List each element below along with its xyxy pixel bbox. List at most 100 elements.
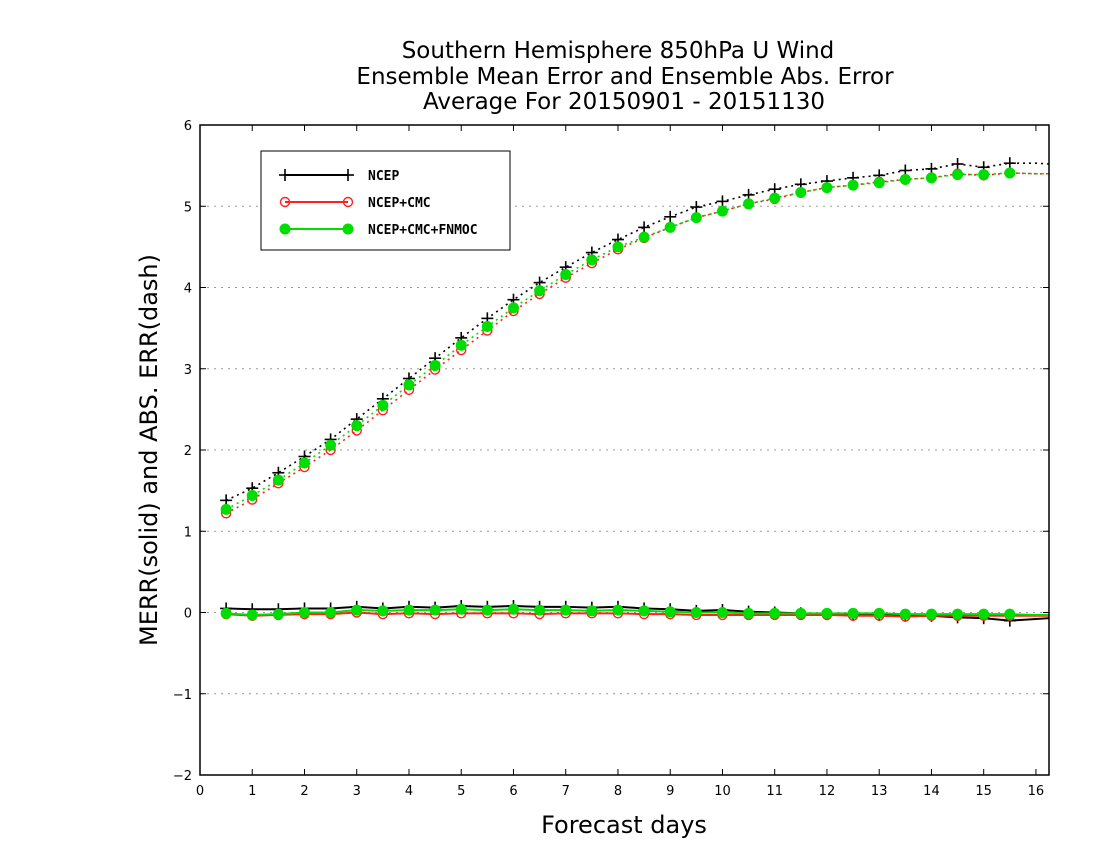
abs-error-point <box>638 221 651 234</box>
legend-marker <box>342 169 354 181</box>
abs-error-point <box>534 285 546 297</box>
abs-error-line <box>225 162 1050 502</box>
mean-error-point <box>246 609 258 621</box>
mean-error-point <box>481 604 493 616</box>
x-tick-label: 9 <box>666 784 674 799</box>
abs-error-point <box>795 186 807 198</box>
y-tick-label: 4 <box>184 282 192 297</box>
mean-error-point <box>769 607 781 619</box>
abs-error-point <box>743 198 755 210</box>
abs-error-point <box>507 302 519 314</box>
mean-error-point <box>952 608 964 620</box>
legend-marker <box>279 223 291 235</box>
mean-error-point <box>560 604 572 616</box>
abs-error-point <box>821 182 833 194</box>
mean-error-point <box>325 607 337 618</box>
abs-error-point <box>873 177 885 189</box>
mean-error-point <box>377 605 389 617</box>
abs-error-point <box>690 212 702 224</box>
mean-error-point <box>272 608 284 620</box>
legend-box <box>260 150 511 251</box>
abs-error-line <box>225 172 1049 511</box>
mean-error-point <box>899 608 911 620</box>
x-tick-label: 4 <box>405 784 413 799</box>
title-line-2: Ensemble Mean Error and Ensemble Abs. Er… <box>356 64 894 90</box>
mean-error-point <box>403 604 415 616</box>
legend-item-3: NCEP+CMC+FNMOC <box>279 223 478 238</box>
x-axis: 0 1 2 3 4 5 6 7 8 9 10 11 12 13 14 15 16 <box>196 125 1044 799</box>
abs-error-point <box>638 231 650 243</box>
y-tick-label: 1 <box>184 525 192 540</box>
legend-label: NCEP <box>368 169 399 184</box>
x-tick-label: 5 <box>457 784 465 799</box>
x-axis-title: Forecast days <box>541 811 707 839</box>
x-tick-label: 12 <box>819 784 836 799</box>
y-tick-label: −2 <box>173 769 192 784</box>
mean-error-point <box>743 607 755 619</box>
abs-error-point <box>690 201 703 214</box>
mean-error-point <box>873 607 885 619</box>
y-tick-label: 2 <box>184 444 192 459</box>
abs-error-point <box>899 173 911 185</box>
legend-marker <box>342 196 354 208</box>
mean-error-point <box>821 607 833 619</box>
abs-error-point <box>429 360 441 371</box>
x-tick-label: 3 <box>353 784 361 799</box>
mean-error-point <box>795 607 807 619</box>
abs-error-point <box>664 210 677 223</box>
x-tick-label: 6 <box>509 784 517 799</box>
legend: NCEP NCEP+CMC NCEP+CMC+FNMOC <box>260 150 511 251</box>
abs-error-point <box>612 241 624 253</box>
mean-error-point <box>978 608 990 620</box>
mean-error-point <box>298 607 310 618</box>
abs-error-point <box>455 339 467 351</box>
mean-error-point <box>612 604 624 616</box>
abs-error-point <box>664 221 676 233</box>
y-tick-label: 3 <box>184 363 192 378</box>
mean-error-point <box>638 605 650 617</box>
mean-error-point <box>429 604 441 616</box>
abs-error-point <box>716 205 728 217</box>
abs-error-point <box>978 169 990 181</box>
legend-item-1: NCEP <box>279 169 399 184</box>
abs-error-point <box>351 420 363 432</box>
x-tick-label: 11 <box>766 784 783 799</box>
abs-error-point <box>716 195 729 208</box>
abs-error-point <box>377 399 389 411</box>
mean-error-point <box>586 605 598 617</box>
abs-error-point <box>925 172 937 184</box>
mean-error-point <box>847 607 859 619</box>
abs-error-point <box>246 490 258 501</box>
x-tick-label: 13 <box>871 784 888 799</box>
y-tick-label: 0 <box>184 607 192 622</box>
abs-error-point <box>1004 167 1016 179</box>
abs-error-point <box>298 457 310 469</box>
title-line-1: Southern Hemisphere 850hPa U Wind <box>402 38 835 64</box>
x-tick-label: 1 <box>248 784 256 799</box>
abs-error-point <box>560 269 572 280</box>
mean-error-point <box>455 603 467 615</box>
abs-error-point <box>951 158 964 170</box>
x-tick-label: 15 <box>975 784 992 799</box>
x-tick-label: 2 <box>300 784 308 799</box>
abs-error-point <box>325 439 337 451</box>
mean-error-point <box>507 603 519 615</box>
legend-label: NCEP+CMC+FNMOC <box>368 223 478 238</box>
legend-marker <box>342 223 354 235</box>
abs-error-point <box>481 321 493 332</box>
x-tick-label: 14 <box>923 784 940 799</box>
series-lines <box>220 157 1050 627</box>
x-tick-label: 0 <box>196 784 204 799</box>
abs-error-point <box>586 254 598 266</box>
series-3 <box>220 167 1049 621</box>
y-tick-label: −1 <box>173 688 192 703</box>
mean-error-point <box>534 604 546 616</box>
abs-error-point <box>403 379 415 391</box>
abs-error-point <box>1003 157 1016 170</box>
mean-error-point <box>1004 608 1016 620</box>
mean-error-point <box>664 606 676 618</box>
abs-error-point <box>272 474 284 486</box>
x-tick-label: 8 <box>614 784 622 799</box>
y-tick-label: 6 <box>184 119 192 134</box>
x-tick-label: 10 <box>714 784 731 799</box>
